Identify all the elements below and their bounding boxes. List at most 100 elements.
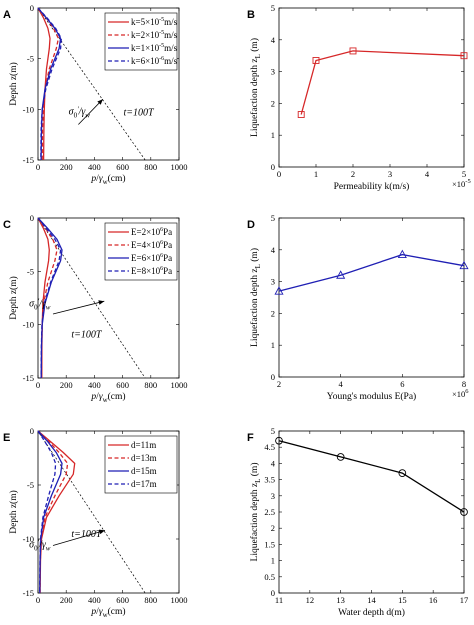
x-axis-label: p/γw(cm) [90,606,125,619]
y-tick-label: 2 [271,98,275,108]
y-tick-label: 1 [271,340,275,350]
y-axis-label: Liquefaction depth zL (m) [249,38,262,137]
x-tick-label: 200 [60,595,73,605]
y-tick-label: 0 [271,162,275,172]
x-tick-label: 4 [339,379,344,389]
x-multiplier: ×106 [452,388,469,399]
x-axis-label: p/γw(cm) [90,391,125,404]
x-tick-label: 800 [144,380,157,390]
y-tick-label: -15 [23,155,34,165]
y-tick-label: 1 [271,556,275,566]
x-tick-label: 17 [460,595,469,605]
annotation-arrow [78,98,104,125]
x-tick-label: 13 [336,595,345,605]
data-marker [336,453,345,461]
data-marker [297,111,305,118]
y-axis-label: Liquefaction depth zL (m) [249,248,262,347]
x-tick-label: 5 [462,169,466,179]
y-tick-label: -5 [27,54,34,64]
axes-frame [278,217,465,378]
y-tick-label: -10 [23,534,34,544]
y-tick-label: -5 [27,480,34,490]
x-tick-label: 800 [144,595,157,605]
x-tick-label: 600 [116,380,129,390]
legend-entry: E=6×106Pa [131,253,172,263]
y-tick-label: -5 [27,266,34,276]
x-tick-label: 2 [277,379,281,389]
axes-frame [37,7,180,161]
effective-stress-line [37,217,146,379]
x-tick-label: 1000 [171,162,188,172]
y-tick-label: 3 [271,491,275,501]
series-line-4 [37,430,57,594]
annotation-arrowhead [99,529,105,535]
data-marker [336,270,346,279]
y-tick-label: 0 [271,588,275,598]
x-tick-label: 600 [116,595,129,605]
y-tick-label: 0.5 [264,572,275,582]
panel-a: A 0 200 400 600 800 1000 0 -5 -10 -15 p/γw(cm) Depth… [3,3,188,186]
annotation-arrowhead [97,99,103,105]
x-tick-label: 1 [314,169,318,179]
x-tick-label: 0 [277,169,281,179]
y-tick-label: 2.5 [264,507,275,517]
legend-entry: d=13m [131,453,157,463]
y-axis-label: Depth z(m) [8,490,19,534]
y-axis-label: Depth z(m) [8,62,19,106]
series-line-1 [37,430,76,594]
y-tick-label: 0 [30,3,34,13]
x-axis-label: Permeability k(m/s) [334,181,410,192]
data-marker [460,508,468,516]
series-line-1 [278,440,465,513]
panel-c: C 0 200 400 600 800 1000 0 -5 -10 -15 p/γw(cm) Depth… [3,213,188,404]
axes-frame [278,430,465,594]
y-tick-label: 1 [271,130,275,140]
x-tick-label: 11 [275,595,283,605]
x-tick-label: 2 [351,169,355,179]
x-axis-label: Water depth d(m) [338,607,405,618]
panel-label: E [3,432,10,444]
x-tick-label: 14 [367,595,376,605]
y-tick-label: 1.5 [264,539,275,549]
series-line-1 [300,50,465,115]
legend-entry: k=6×10-6m/s [131,56,178,66]
panel-label: A [3,9,11,21]
y-tick-label: 0 [30,213,34,223]
data-marker [397,249,407,259]
data-marker [349,47,357,55]
data-marker [274,286,284,295]
data-marker [398,469,407,477]
effective-stress-line [37,7,146,161]
y-tick-label: 5 [271,426,275,436]
y-tick-label: -10 [23,104,34,114]
panel-label: D [247,219,255,231]
y-tick-label: 3 [271,67,275,77]
data-marker [459,260,469,270]
annotation-arrow [52,300,105,315]
panel-f: F 11 12 13 14 15 16 17 0 0.5 1 1.5 2 2.5 3 3.5 4 4.5 5 Wate… [247,426,468,618]
data-marker [460,52,468,60]
y-tick-label: 2 [271,523,275,533]
y-tick-label: 3 [271,277,275,287]
series-line-4 [37,217,62,379]
y-tick-label: 0 [30,426,34,436]
x-axis-label: Young's modulus E(Pa) [327,391,416,402]
time-label: t=100T [124,107,156,118]
x-tick-label: 0 [36,595,40,605]
x-tick-label: 0 [36,380,40,390]
y-tick-label: -15 [23,373,34,383]
axes-frame [278,7,465,168]
legend-entry: E=8×106Pa [131,266,172,276]
data-marker [275,436,283,445]
x-tick-label: 400 [88,380,101,390]
y-tick-label: 5 [271,213,275,223]
x-tick-label: 1000 [171,595,188,605]
y-axis-label: Depth z(m) [8,276,19,320]
panel-label: F [247,432,254,444]
legend-entry: k=1×10-5m/s [131,43,178,53]
x-tick-label: 200 [60,162,73,172]
x-tick-label: 16 [429,595,438,605]
legend-entry: E=4×106Pa [131,240,172,250]
